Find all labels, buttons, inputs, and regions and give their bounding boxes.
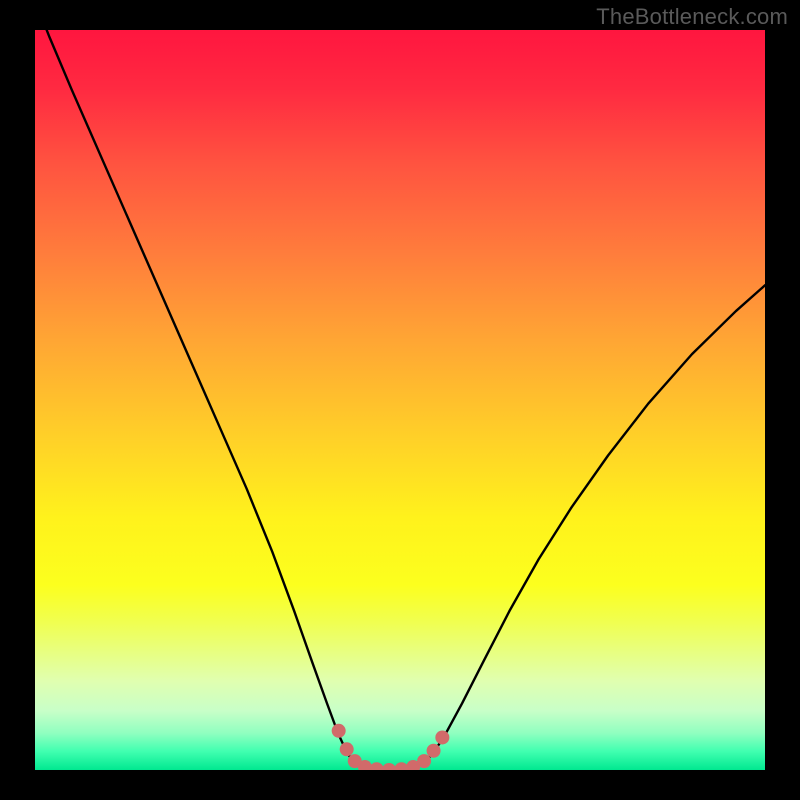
plot-area <box>35 30 765 770</box>
marker-point <box>340 742 354 756</box>
marker-point <box>427 744 441 758</box>
watermark-text: TheBottleneck.com <box>596 4 788 30</box>
marker-point <box>417 754 431 768</box>
plot-background <box>35 30 765 770</box>
chart-frame: TheBottleneck.com <box>0 0 800 800</box>
plot-svg <box>35 30 765 770</box>
marker-point <box>332 724 346 738</box>
marker-point <box>435 730 449 744</box>
